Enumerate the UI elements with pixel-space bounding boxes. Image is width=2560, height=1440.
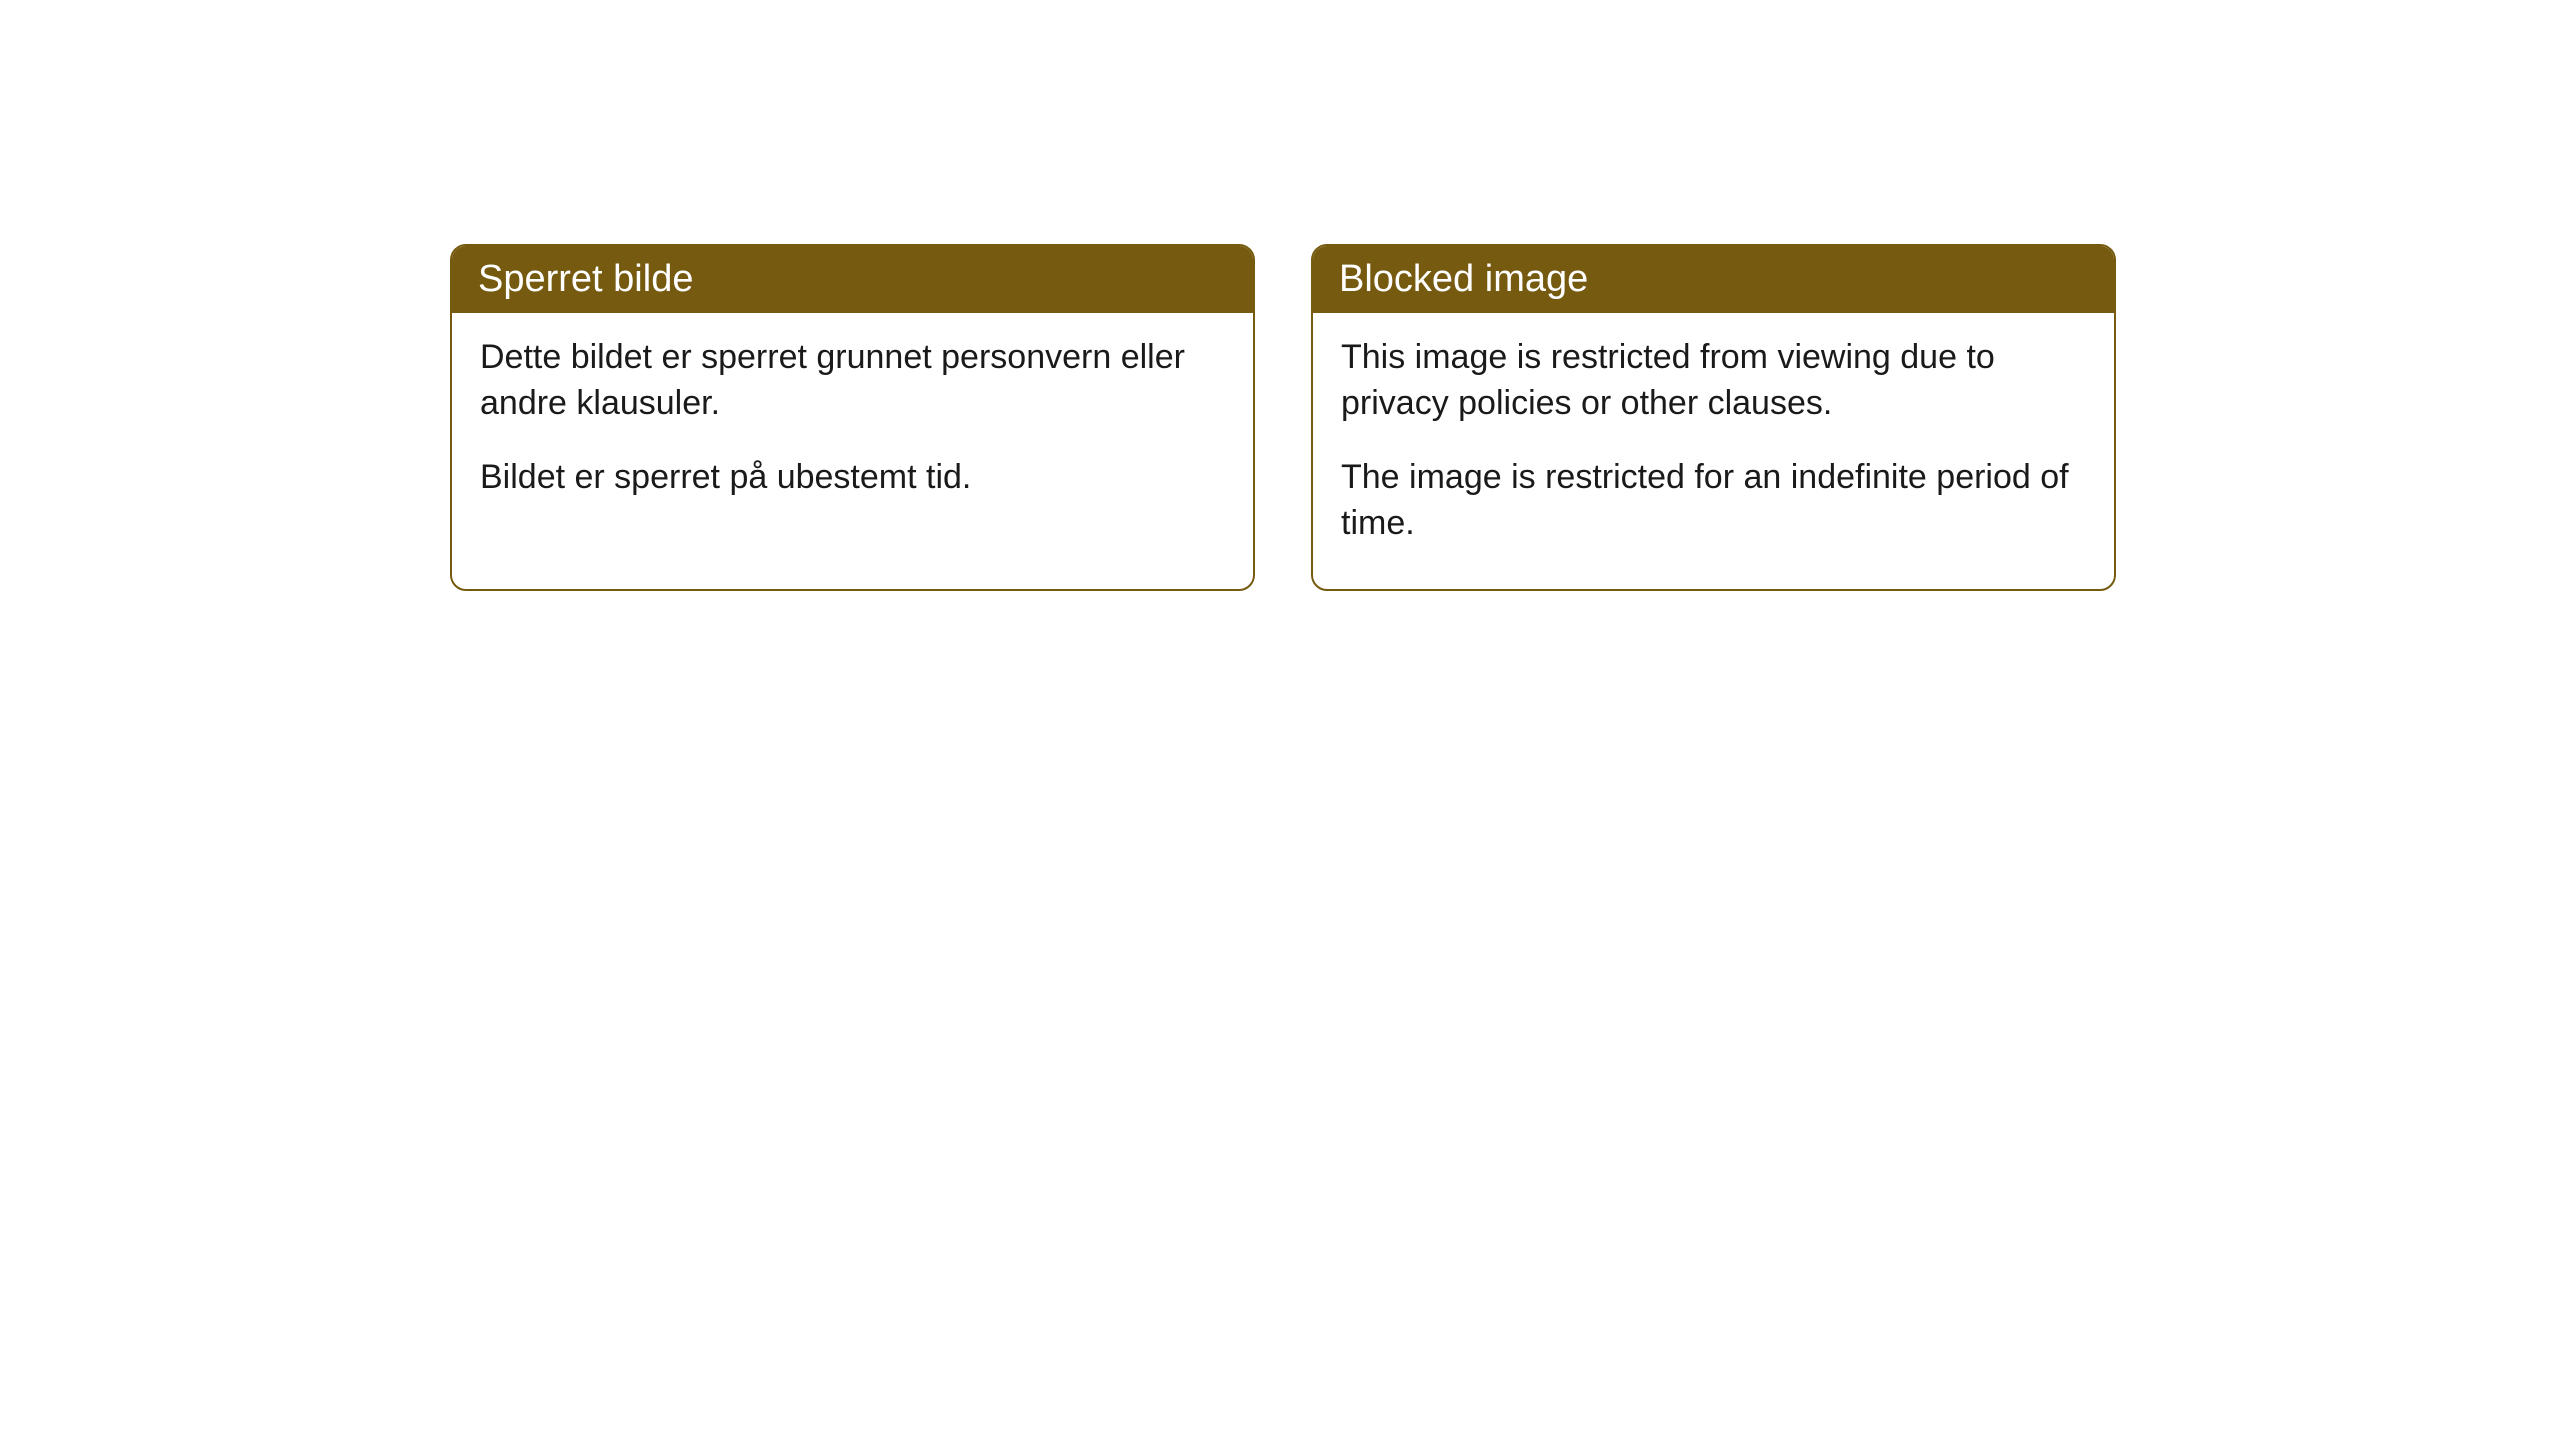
card-header: Sperret bilde xyxy=(452,246,1253,313)
blocked-image-card-english: Blocked image This image is restricted f… xyxy=(1311,244,2116,591)
card-body: This image is restricted from viewing du… xyxy=(1313,313,2114,589)
card-paragraph-2: Bildet er sperret på ubestemt tid. xyxy=(480,455,1225,501)
card-header: Blocked image xyxy=(1313,246,2114,313)
card-title: Sperret bilde xyxy=(478,258,693,300)
blocked-image-card-norwegian: Sperret bilde Dette bildet er sperret gr… xyxy=(450,244,1255,591)
card-paragraph-1: Dette bildet er sperret grunnet personve… xyxy=(480,335,1225,427)
card-paragraph-1: This image is restricted from viewing du… xyxy=(1341,335,2086,427)
notice-container: Sperret bilde Dette bildet er sperret gr… xyxy=(450,244,2116,591)
card-paragraph-2: The image is restricted for an indefinit… xyxy=(1341,455,2086,547)
card-body: Dette bildet er sperret grunnet personve… xyxy=(452,313,1253,543)
card-title: Blocked image xyxy=(1339,258,1588,300)
